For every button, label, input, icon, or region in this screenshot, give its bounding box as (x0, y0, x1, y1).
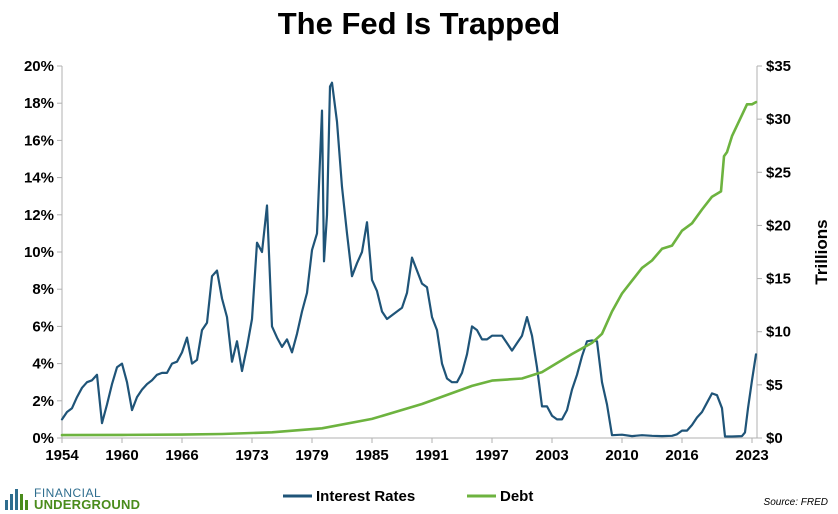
logo-line-1: FINANCIAL (34, 486, 102, 500)
x-tick-label: 1979 (295, 447, 328, 464)
axes (57, 65, 762, 443)
y-right-tick-label: $15 (766, 271, 791, 288)
y-right-axis-title: Trillions (812, 219, 831, 284)
x-tick-label: 2016 (665, 447, 698, 464)
y-left-tick-label: 12% (24, 207, 54, 224)
y-left-tick-label: 10% (24, 244, 54, 261)
series-layer (60, 81, 758, 438)
y-left-tick-label: 6% (32, 318, 54, 335)
y-left-tick-label: 0% (32, 430, 54, 447)
legend: Interest Rates Debt (283, 488, 533, 505)
y-left-tick-label: 18% (24, 95, 54, 112)
source-note: Source: FRED (763, 497, 828, 508)
y-left-tick-label: 16% (24, 132, 54, 149)
y-left-tick-label: 14% (24, 170, 54, 187)
y-right-tick-label: $20 (766, 217, 791, 234)
tick-labels: 0% 2% 4% 6% 8% 10% 12% 14% 16% 18% 20% $0 $5 $10 $15 $2… (24, 58, 831, 464)
x-tick-label: 1973 (235, 447, 268, 464)
y-right-tick-label: $10 (766, 324, 791, 341)
y-left-tick-label: 4% (32, 356, 54, 373)
financial-underground-logo[interactable]: FINANCIAL UNDERGROUND (4, 486, 144, 512)
y-right-tick-label: $30 (766, 111, 791, 128)
building-bars-icon (5, 489, 28, 510)
x-tick-label: 2003 (535, 447, 568, 464)
legend-label-debt: Debt (500, 488, 533, 505)
legend-item-debt: Debt (467, 488, 533, 505)
x-tick-label: 1985 (355, 447, 388, 464)
debt-line (60, 100, 758, 437)
legend-label-interest-rates: Interest Rates (316, 488, 415, 505)
logo-line-2: UNDERGROUND (34, 497, 141, 512)
x-tick-label: 1991 (415, 447, 448, 464)
x-tick-label: 2023 (735, 447, 768, 464)
x-tick-label: 1954 (45, 447, 79, 464)
legend-item-interest-rates: Interest Rates (283, 488, 415, 505)
y-right-tick-label: $0 (766, 430, 783, 447)
x-tick-label: 1966 (165, 447, 198, 464)
y-right-tick-label: $5 (766, 377, 783, 394)
y-right-tick-label: $25 (766, 164, 791, 181)
interest-rates-line (60, 81, 758, 438)
chart-title: The Fed Is Trapped (277, 6, 561, 41)
y-left-tick-label: 8% (32, 281, 54, 298)
y-left-tick-label: 20% (24, 58, 54, 75)
x-tick-label: 1960 (105, 447, 138, 464)
y-left-tick-label: 2% (32, 393, 54, 410)
x-tick-label: 2010 (605, 447, 638, 464)
y-right-tick-label: $35 (766, 58, 791, 75)
x-tick-label: 1997 (475, 447, 508, 464)
